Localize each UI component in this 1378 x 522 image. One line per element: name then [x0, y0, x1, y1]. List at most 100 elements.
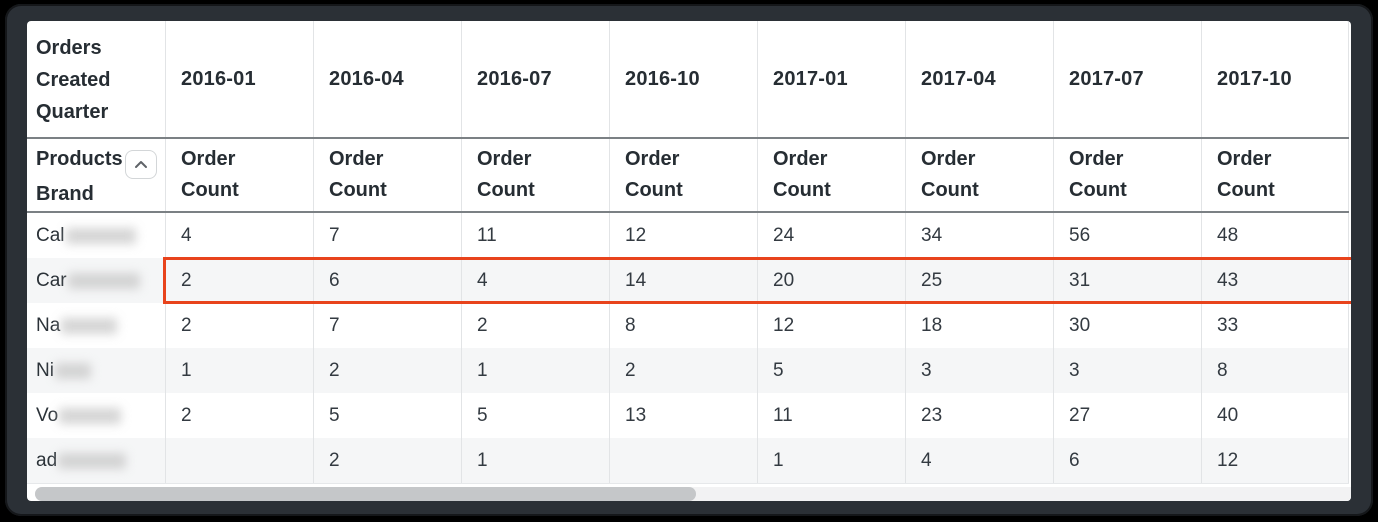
order-count-cell[interactable]: 13 [609, 393, 757, 438]
order-count-cell[interactable]: 5 [757, 348, 905, 393]
brand-prefix: Cal [36, 224, 65, 246]
redacted-brand-blur [67, 272, 140, 289]
order-count-cell[interactable]: 25 [905, 258, 1053, 303]
order-count-cell[interactable]: 2 [313, 348, 461, 393]
order-count-cell[interactable]: 6 [313, 258, 461, 303]
table-row: Vo 2 5 5 13 11 23 27 40 [27, 393, 1349, 438]
order-count-cell[interactable]: 14 [609, 258, 757, 303]
measure-header-row: Products Brand Order Count Order Count Ord… [27, 139, 1349, 213]
measure-header-label: Order Count [921, 148, 979, 201]
order-count-cell[interactable]: 20 [757, 258, 905, 303]
order-count-cell[interactable]: 18 [905, 303, 1053, 348]
quarter-header[interactable]: 2017-01 [757, 21, 905, 137]
order-count-cell[interactable]: 56 [1053, 213, 1201, 258]
quarter-header[interactable]: 2017-04 [905, 21, 1053, 137]
quarter-header[interactable]: 2016-07 [461, 21, 609, 137]
brand-cell[interactable]: Ni [27, 348, 165, 393]
order-count-cell[interactable]: 2 [165, 303, 313, 348]
order-count-cell[interactable]: 23 [905, 393, 1053, 438]
table-row: ad 2 1 1 4 6 12 [27, 438, 1349, 483]
order-count-cell[interactable] [609, 438, 757, 483]
brand-prefix: Ni [36, 359, 54, 381]
brand-prefix: ad [36, 449, 58, 471]
table-body: Cal 4 7 11 12 24 34 56 48 Car 2 6 4 14 20 25 31 43 Na 2 7 2 8 1… [27, 213, 1351, 484]
order-count-cell[interactable] [165, 438, 313, 483]
quarter-header[interactable]: 2017-07 [1053, 21, 1201, 137]
row-dimension-label-line2: Brand [36, 183, 94, 205]
measure-header[interactable]: Order Count [905, 139, 1053, 211]
order-count-cell[interactable]: 31 [1053, 258, 1201, 303]
row-dimension-label-line1: Products [36, 148, 123, 170]
quarter-header[interactable]: 2016-04 [313, 21, 461, 137]
measure-header[interactable]: Order Count [757, 139, 905, 211]
order-count-cell[interactable]: 34 [905, 213, 1053, 258]
redacted-brand-blur [59, 407, 122, 424]
measure-header[interactable]: Order Count [461, 139, 609, 211]
order-count-cell[interactable]: 1 [461, 348, 609, 393]
order-count-cell[interactable]: 24 [757, 213, 905, 258]
brand-cell[interactable]: Car [27, 258, 165, 303]
brand-prefix: Na [36, 314, 61, 336]
redacted-brand-blur [65, 227, 136, 244]
brand-cell[interactable]: Vo [27, 393, 165, 438]
order-count-cell[interactable]: 2 [165, 393, 313, 438]
order-count-cell[interactable]: 12 [757, 303, 905, 348]
table-row: Cal 4 7 11 12 24 34 56 48 [27, 213, 1349, 258]
measure-header[interactable]: Order Count [1201, 139, 1349, 211]
order-count-cell[interactable]: 8 [1201, 348, 1349, 393]
measure-header-label: Order Count [181, 148, 239, 201]
order-count-cell[interactable]: 6 [1053, 438, 1201, 483]
order-count-cell[interactable]: 4 [905, 438, 1053, 483]
order-count-cell[interactable]: 1 [757, 438, 905, 483]
order-count-cell[interactable]: 4 [165, 213, 313, 258]
measure-header-label: Order Count [773, 148, 831, 201]
order-count-cell[interactable]: 11 [461, 213, 609, 258]
order-count-cell[interactable]: 7 [313, 213, 461, 258]
order-count-cell[interactable]: 11 [757, 393, 905, 438]
redacted-brand-blur [54, 362, 91, 379]
order-count-cell[interactable]: 33 [1201, 303, 1349, 348]
quarter-header[interactable]: 2016-01 [165, 21, 313, 137]
order-count-cell[interactable]: 7 [313, 303, 461, 348]
scrollbar-thumb[interactable] [35, 487, 696, 501]
redacted-brand-blur [58, 452, 127, 469]
brand-cell[interactable]: ad [27, 438, 165, 483]
order-count-cell[interactable]: 2 [165, 258, 313, 303]
order-count-cell[interactable]: 27 [1053, 393, 1201, 438]
brand-prefix: Vo [36, 404, 59, 426]
order-count-cell[interactable]: 4 [461, 258, 609, 303]
order-count-cell[interactable]: 2 [461, 303, 609, 348]
brand-prefix: Car [36, 269, 67, 291]
chevron-up-icon [134, 161, 147, 168]
measure-header[interactable]: Order Count [165, 139, 313, 211]
order-count-cell[interactable]: 3 [905, 348, 1053, 393]
order-count-cell[interactable]: 3 [1053, 348, 1201, 393]
measure-header[interactable]: Order Count [609, 139, 757, 211]
quarter-header[interactable]: 2017-10 [1201, 21, 1349, 137]
brand-cell[interactable]: Cal [27, 213, 165, 258]
measure-header[interactable]: Order Count [1053, 139, 1201, 211]
order-count-cell[interactable]: 48 [1201, 213, 1349, 258]
order-count-cell[interactable]: 43 [1201, 258, 1349, 303]
collapse-row-dimension-button[interactable] [124, 150, 157, 179]
horizontal-scrollbar[interactable] [35, 487, 1351, 501]
order-count-cell[interactable]: 1 [461, 438, 609, 483]
order-count-cell[interactable]: 12 [1201, 438, 1349, 483]
order-count-cell[interactable]: 2 [609, 348, 757, 393]
quarter-header[interactable]: 2016-10 [609, 21, 757, 137]
order-count-cell[interactable]: 5 [461, 393, 609, 438]
order-count-cell[interactable]: 30 [1053, 303, 1201, 348]
table-viewport: Orders Created Quarter 2016-01 2016-04 201… [27, 21, 1351, 501]
measure-header-label: Order Count [329, 148, 387, 201]
order-count-cell[interactable]: 8 [609, 303, 757, 348]
order-count-cell[interactable]: 1 [165, 348, 313, 393]
order-count-cell[interactable]: 12 [609, 213, 757, 258]
brand-cell[interactable]: Na [27, 303, 165, 348]
order-count-cell[interactable]: 2 [313, 438, 461, 483]
order-count-cell[interactable]: 40 [1201, 393, 1349, 438]
corner-header-orders-created-quarter: Orders Created Quarter [36, 37, 111, 123]
order-count-cell[interactable]: 5 [313, 393, 461, 438]
table-row: Na 2 7 2 8 12 18 30 33 [27, 303, 1349, 348]
measure-header[interactable]: Order Count [313, 139, 461, 211]
table-row: Car 2 6 4 14 20 25 31 43 [27, 258, 1349, 303]
